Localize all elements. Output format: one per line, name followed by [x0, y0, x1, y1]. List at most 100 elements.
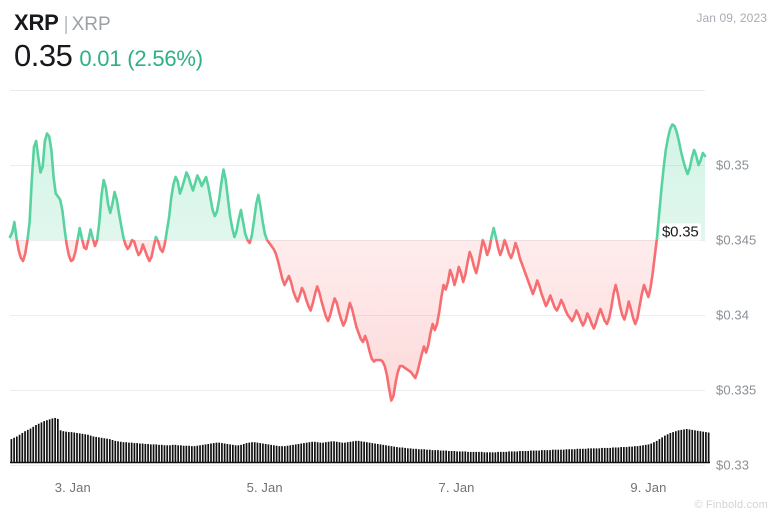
- volume-bar: [363, 441, 365, 462]
- volume-bar: [237, 445, 240, 462]
- volume-bar: [393, 446, 396, 462]
- volume-bar: [456, 451, 458, 462]
- volume-bar: [412, 448, 415, 462]
- volume-bar: [234, 445, 237, 462]
- volume-bar: [32, 426, 35, 462]
- volume-bar: [557, 449, 560, 462]
- volume-bar: [685, 429, 688, 462]
- volume-bar: [35, 425, 37, 462]
- volume-bar: [385, 445, 387, 462]
- volume-bar: [190, 446, 193, 462]
- volume-bar: [642, 445, 644, 462]
- volume-bar: [587, 448, 590, 462]
- volume-bar: [128, 442, 130, 462]
- volume-bar: [283, 446, 286, 462]
- volume-bar: [439, 450, 442, 462]
- volume-bar: [633, 446, 636, 462]
- volume-bar: [119, 441, 122, 462]
- volume-bar: [199, 445, 201, 462]
- volume-bar: [114, 440, 117, 462]
- volume-bar: [428, 449, 431, 462]
- volume-bar: [513, 451, 516, 462]
- volume-bar: [180, 445, 182, 462]
- volume-bar: [308, 442, 311, 462]
- volume-bar: [70, 432, 73, 462]
- volume-bar: [300, 443, 303, 462]
- volume-bar: [606, 447, 609, 462]
- volume-bar: [232, 444, 234, 462]
- volume-bar: [303, 443, 305, 462]
- volume-bar: [46, 420, 48, 462]
- volume-bar: [330, 441, 333, 462]
- volume-bar: [669, 432, 672, 462]
- volume-bar: [218, 442, 221, 462]
- volume-bar: [256, 442, 259, 462]
- volume-bar: [185, 445, 188, 462]
- volume-bar: [551, 449, 554, 462]
- volume-bar: [521, 451, 524, 462]
- volume-bar: [508, 451, 510, 462]
- volume-bar: [497, 451, 499, 462]
- volume-bar: [568, 449, 571, 462]
- volume-bar: [357, 440, 360, 462]
- volume-bar: [15, 436, 18, 462]
- volume-bar: [486, 452, 488, 462]
- volume-bar: [59, 430, 62, 462]
- volume-bar: [18, 434, 21, 462]
- volume-bar: [527, 451, 530, 462]
- volume-bar: [371, 443, 374, 462]
- volume-bar: [573, 449, 576, 462]
- volume-bar: [174, 444, 177, 462]
- volume-bar: [707, 432, 710, 462]
- volume-bar: [163, 445, 166, 462]
- volume-bar: [251, 442, 253, 462]
- volume-bar: [691, 429, 694, 462]
- volume-bar: [240, 444, 242, 462]
- volume-bar: [398, 447, 401, 462]
- volume-bar: [461, 451, 464, 462]
- volume-bar: [628, 446, 631, 462]
- volume-bar: [111, 440, 114, 462]
- volume-bar: [84, 434, 87, 462]
- price-area-down: [10, 240, 705, 401]
- volume-bar: [76, 432, 78, 462]
- volume-bar: [680, 429, 683, 462]
- volume-bar: [688, 429, 691, 462]
- volume-bar: [73, 432, 76, 462]
- volume-bar: [43, 421, 46, 462]
- volume-bar: [437, 450, 439, 462]
- watermark: © Finbold.com: [694, 499, 768, 511]
- volume-bar: [387, 445, 390, 462]
- volume-bar: [494, 452, 497, 462]
- volume-bar: [639, 445, 642, 462]
- volume-bar: [152, 444, 155, 462]
- y-axis-tick-1: $0.345: [716, 232, 757, 248]
- volume-bar: [182, 445, 185, 462]
- volume-bar: [617, 447, 620, 462]
- volume-bar: [636, 446, 639, 462]
- volume-bar: [245, 443, 248, 462]
- volume-bar: [623, 447, 625, 462]
- volume-bar: [576, 448, 579, 462]
- volume-bar: [139, 443, 141, 462]
- volume-bar: [546, 450, 549, 462]
- volume-bar: [54, 418, 56, 462]
- volume-bar: [409, 448, 412, 462]
- volume-bar: [598, 448, 601, 462]
- volume-bar: [281, 446, 283, 462]
- volume-bar: [524, 451, 527, 462]
- volume-bar: [655, 440, 658, 462]
- price-line-down: [15, 240, 659, 402]
- volume-bar: [196, 445, 199, 462]
- volume-bar: [401, 447, 404, 462]
- volume-bar: [289, 445, 292, 462]
- volume-bar: [582, 448, 584, 462]
- volume-bar: [426, 449, 428, 462]
- gridline-4: [10, 465, 705, 466]
- current-price-tag: $0.35: [660, 223, 701, 241]
- volume-bar: [81, 433, 84, 462]
- volume-bar: [543, 450, 546, 462]
- asset-name: XRP: [71, 14, 111, 35]
